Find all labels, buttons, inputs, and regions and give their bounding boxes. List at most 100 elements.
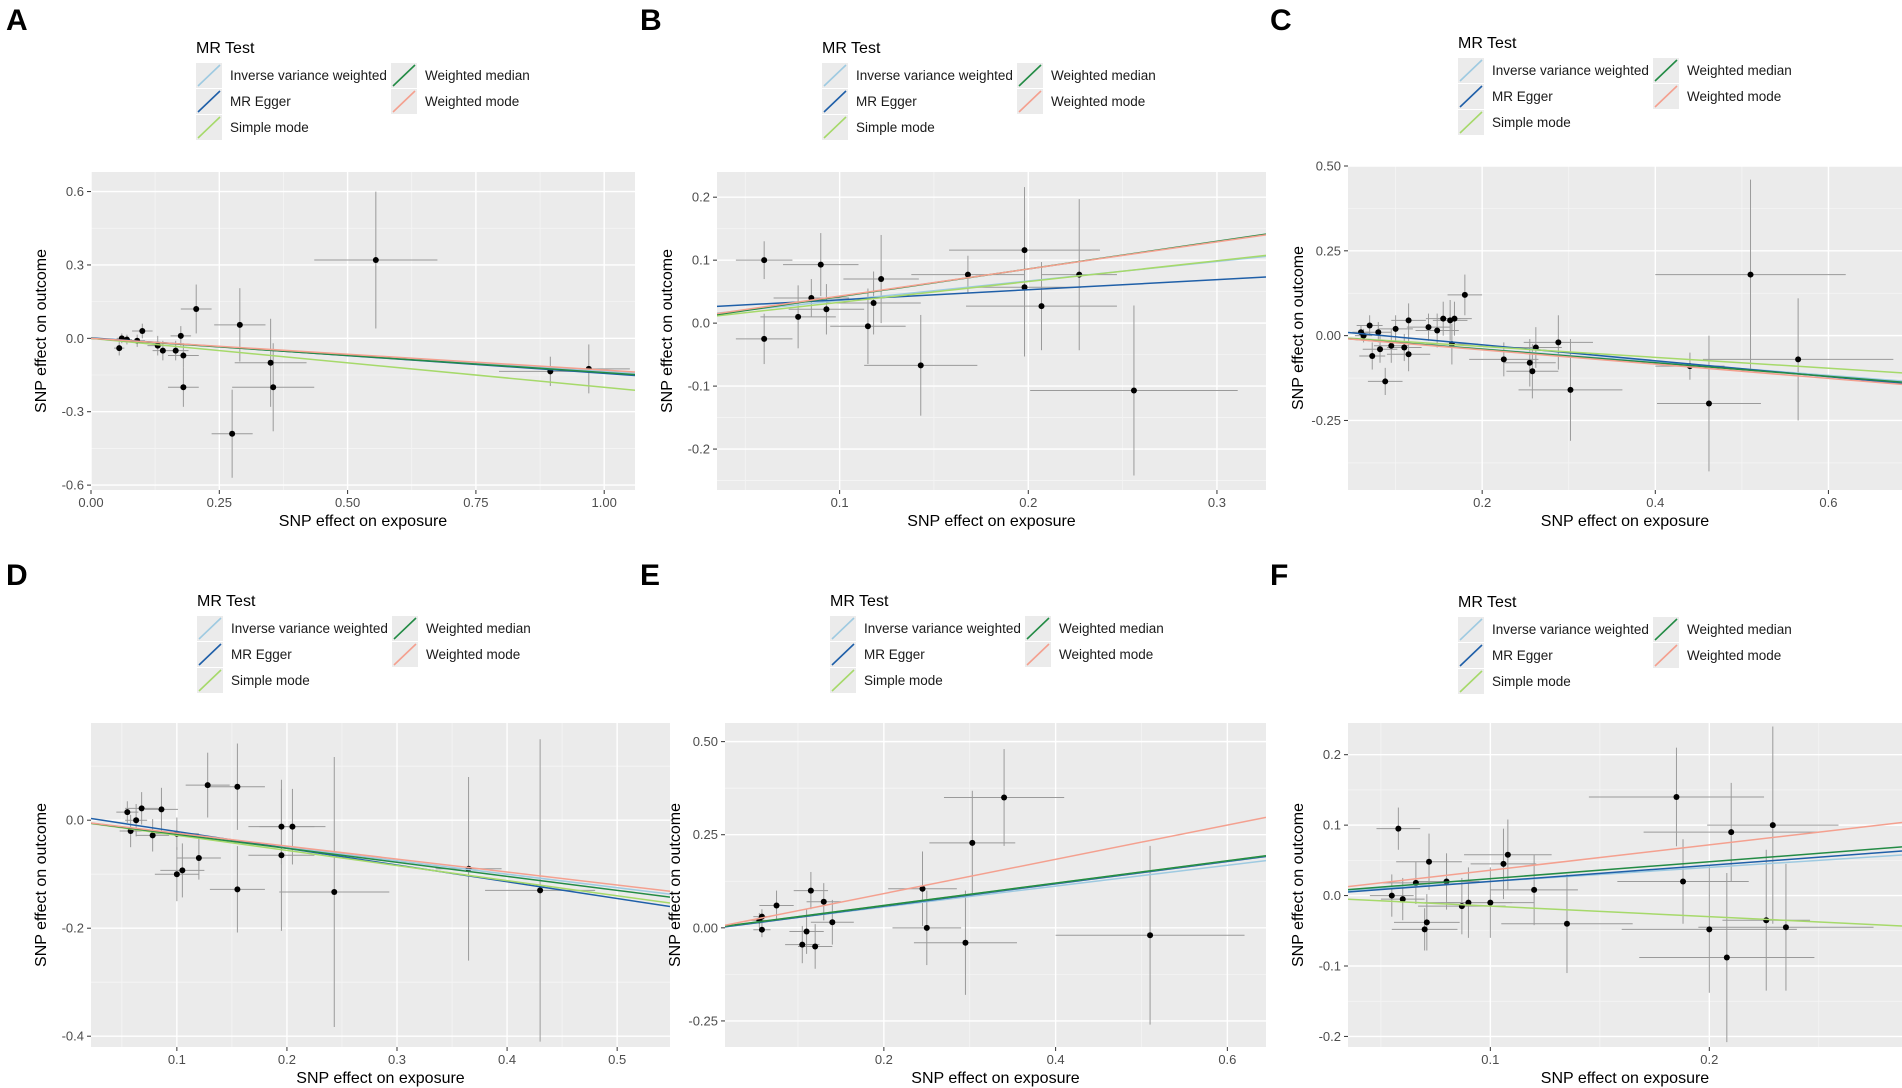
regression-lines: [717, 233, 1266, 317]
legend-key-simple-mode: [830, 668, 856, 693]
x-tick-label: 0.1: [1481, 1052, 1499, 1067]
data-points: [750, 749, 1245, 1025]
x-tick-label: 0.25: [207, 495, 232, 510]
y-tick-label: 0.2: [692, 190, 710, 205]
snp-point: [229, 430, 236, 437]
snp-point: [1425, 324, 1432, 331]
snp-point: [864, 323, 871, 330]
legend-key-line: [1459, 111, 1483, 134]
y-tick-label: 0.1: [692, 253, 710, 268]
y-tick-label: 0.00: [693, 920, 718, 935]
snp-point: [1769, 822, 1776, 829]
snp-point: [372, 257, 379, 264]
snp-point: [1706, 926, 1713, 933]
legend-label: Weighted median: [426, 621, 531, 636]
regression-line-simple-mode: [717, 254, 1266, 317]
y-tick-label: 0.50: [1316, 159, 1341, 174]
legend-key-line: [1459, 670, 1483, 693]
panel-c: C MR Test Inverse variance weighted MR Egge…: [1270, 4, 1902, 530]
snp-point: [195, 855, 202, 861]
panel-letter: C: [1270, 4, 1292, 37]
data-points: [1369, 726, 1874, 1043]
panel-b: B MR Test Inverse variance weighted MR Egge…: [640, 4, 1266, 530]
snp-point: [1705, 400, 1712, 407]
legend: MR Test Inverse variance weighted MR Egger…: [830, 593, 1164, 693]
legend-key-mr-egger: [1458, 643, 1484, 668]
snp-point: [234, 783, 241, 790]
y-tick-label: 0.25: [693, 827, 718, 842]
legend-label: Inverse variance weighted: [230, 68, 387, 83]
snp-point: [1377, 346, 1384, 353]
snp-point: [278, 852, 285, 859]
snp-point: [159, 347, 166, 354]
legend-key-weighted-mode: [1653, 643, 1679, 668]
legend-key-line: [392, 90, 416, 113]
plot-panel: [725, 723, 1266, 1047]
legend-key-line: [823, 90, 847, 113]
y-axis-title: SNP effect on outcome: [659, 249, 676, 413]
y-tick-label: 0.3: [66, 257, 84, 272]
snp-point: [1529, 368, 1536, 375]
x-tick-label: 0.2: [1019, 495, 1037, 510]
snp-point: [807, 887, 814, 894]
snp-point: [829, 919, 836, 926]
snp-point: [761, 257, 768, 264]
legend-label: Inverse variance weighted: [1492, 622, 1649, 637]
panel-f: F MR Test Inverse variance weighted MR Egge…: [1270, 559, 1902, 1087]
legend-key-weighted-median: [1017, 63, 1043, 88]
x-tick-label: 1.00: [592, 495, 617, 510]
minor-gridlines: [1348, 166, 1902, 490]
y-tick-label: -0.3: [62, 404, 84, 419]
y-axis-title: SNP effect on outcome: [33, 803, 50, 967]
panel-letter: F: [1270, 559, 1288, 592]
snp-point: [116, 345, 123, 352]
snp-point: [964, 271, 971, 278]
plot-panel: [1348, 166, 1902, 490]
x-tick-label: 0.1: [168, 1052, 186, 1067]
snp-point: [1487, 899, 1494, 906]
snp-point: [1563, 920, 1570, 927]
legend-key-line: [197, 90, 221, 113]
legend-key-simple-mode: [196, 115, 222, 140]
snp-point: [1461, 291, 1468, 298]
snp-point: [1465, 899, 1472, 906]
x-tick-label: 0.4: [1646, 495, 1664, 510]
legend-title: MR Test: [830, 593, 889, 610]
legend-title: MR Test: [1458, 594, 1517, 611]
y-tick-label: 0.6: [66, 184, 84, 199]
legend-key-line: [1654, 618, 1678, 641]
legend-key-inverse-variance-weighted: [1458, 617, 1484, 642]
snp-point: [820, 898, 827, 905]
snp-point: [1728, 829, 1735, 836]
snp-point: [803, 928, 810, 935]
legend-title: MR Test: [1458, 35, 1517, 52]
legend-key-weighted-mode: [392, 642, 418, 667]
y-tick-label: 0.2: [1323, 747, 1341, 762]
x-axis-title: SNP effect on exposure: [296, 1070, 465, 1087]
snp-point: [795, 313, 802, 320]
regression-line-weighted-median: [725, 855, 1266, 927]
snp-point: [1401, 344, 1408, 351]
legend-label: Weighted median: [1059, 621, 1164, 636]
snp-point: [1366, 322, 1373, 329]
legend-key-inverse-variance-weighted: [197, 616, 223, 641]
legend-label: Simple mode: [1492, 674, 1571, 689]
legend-label: Inverse variance weighted: [864, 621, 1021, 636]
snp-point: [1500, 356, 1507, 363]
legend-key-line: [1654, 59, 1678, 82]
y-axis-title: SNP effect on outcome: [667, 803, 684, 967]
legend-key-line: [1654, 85, 1678, 108]
snp-point: [177, 332, 184, 339]
snp-point: [870, 299, 877, 306]
snp-point: [923, 924, 930, 931]
major-gridlines: [91, 723, 670, 1047]
legend-label: MR Egger: [864, 647, 925, 662]
snp-point: [1795, 356, 1802, 363]
snp-point: [817, 261, 824, 268]
snp-point: [537, 887, 544, 894]
regression-line-weighted-mode: [91, 337, 635, 373]
snp-point: [1421, 926, 1428, 933]
snp-point: [1555, 339, 1562, 346]
legend-key-mr-egger: [197, 642, 223, 667]
snp-point: [331, 889, 338, 896]
